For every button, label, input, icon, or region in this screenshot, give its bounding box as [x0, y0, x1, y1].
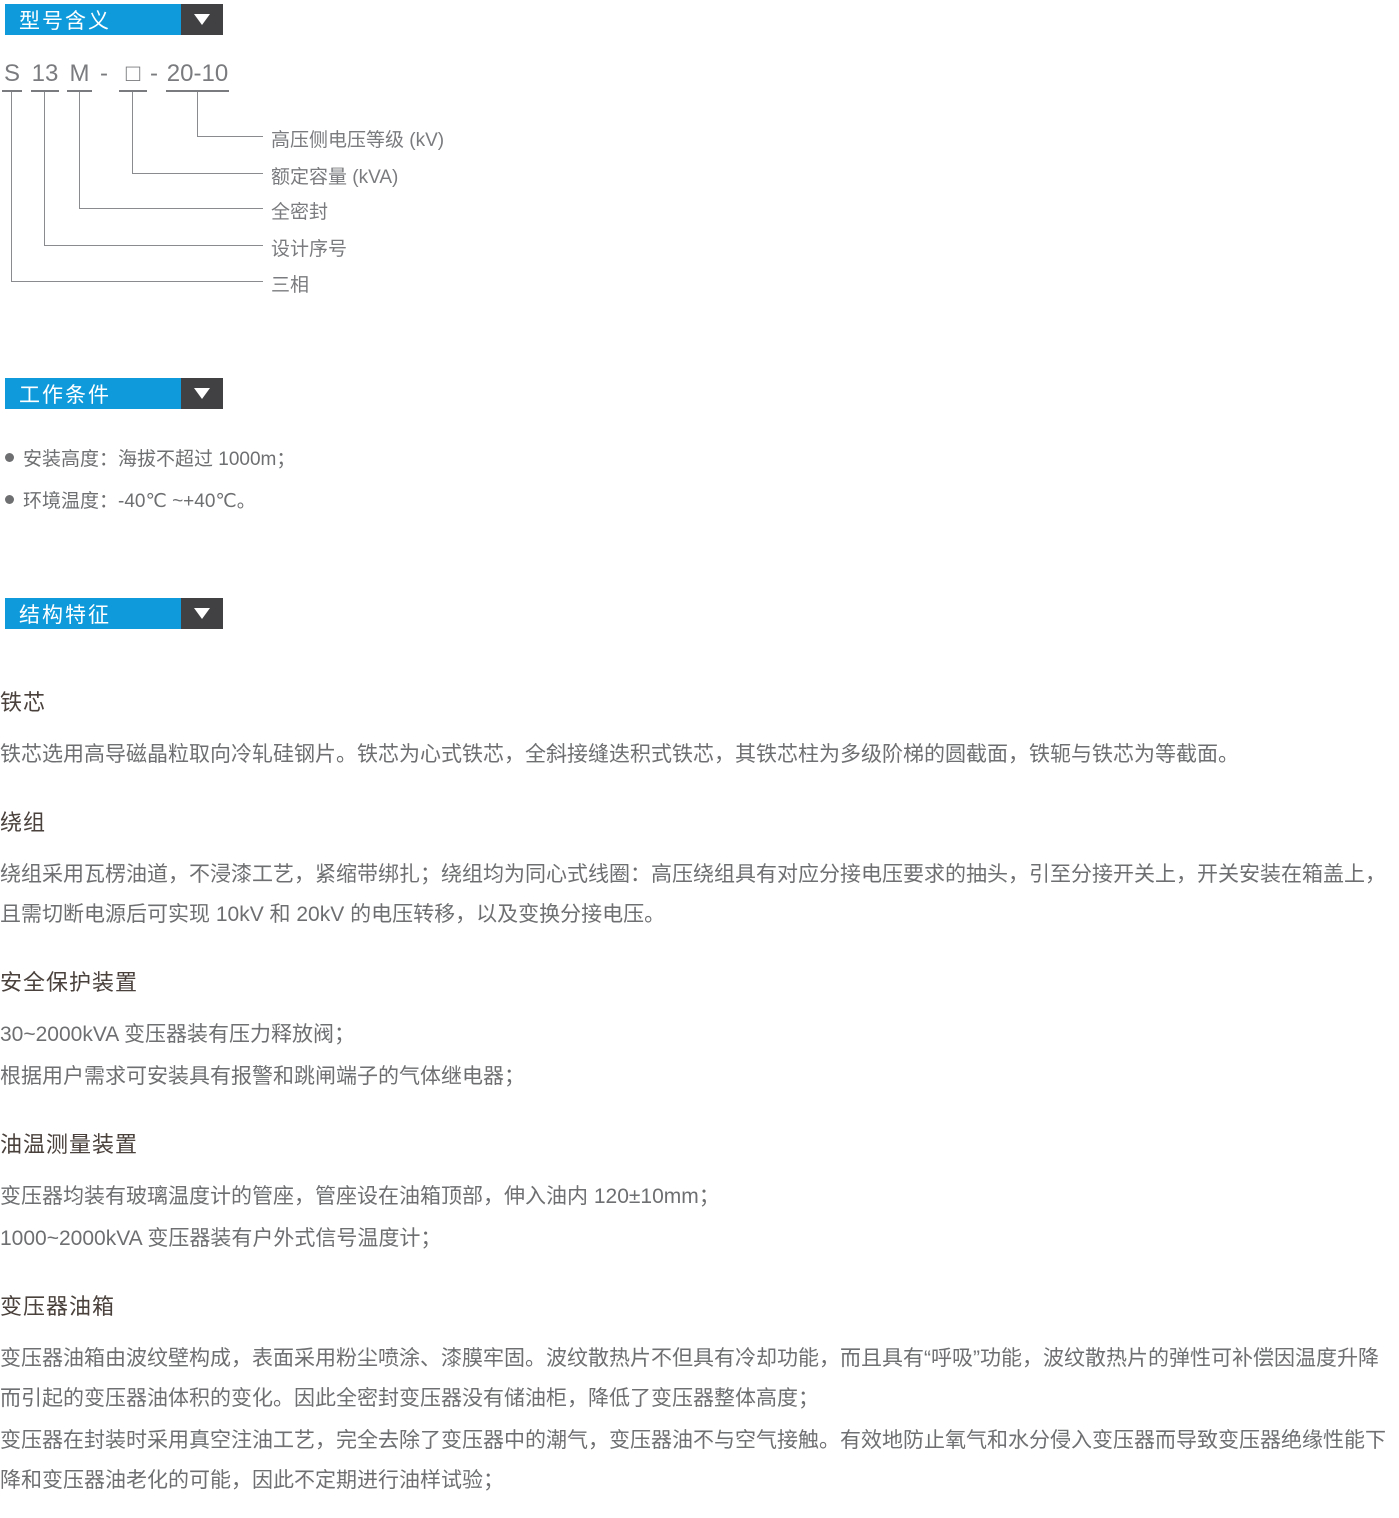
working-conditions-list: 安装高度：海拔不超过 1000m； 环境温度：-40℃ ~+40℃。 — [5, 436, 905, 520]
bullet-text-ambient-temperature: 环境温度：-40℃ ~+40℃。 — [23, 490, 256, 512]
model-segment-dash: - — [150, 60, 158, 87]
bullet-text-install-altitude: 安装高度：海拔不超过 1000m； — [23, 448, 296, 470]
connector-line — [11, 281, 263, 282]
section-header-working-conditions: 工作条件 — [5, 378, 223, 409]
model-segment-sealed: M — [67, 60, 92, 92]
model-segment-capacity: □ — [119, 60, 147, 92]
legend-label-hv-voltage: 高压侧电压等级 (kV) — [271, 130, 445, 151]
section-header-structure-features: 结构特征 — [5, 598, 223, 629]
bullet-icon — [5, 494, 14, 504]
connector-line — [79, 92, 80, 209]
chevron-down-icon — [194, 608, 210, 619]
connector-line — [197, 136, 263, 137]
connector-line — [44, 92, 45, 246]
section-title-structure-features: 结构特征 — [5, 598, 181, 629]
feature-heading: 绕组 — [0, 810, 47, 835]
model-segment-voltage: 20-10 — [166, 60, 229, 92]
connector-line — [132, 92, 133, 174]
connector-line — [197, 92, 198, 137]
feature-heading: 铁芯 — [0, 690, 47, 715]
feature-paragraph: 绕组采用瓦楞油道，不浸漆工艺，紧缩带绑扎；绕组均为同心式线圈：高压绕组具有对应分… — [0, 863, 1386, 926]
chevron-down-icon — [194, 14, 210, 25]
feature-paragraph: 变压器在封装时采用真空注油工艺，完全去除了变压器中的潮气，变压器油不与空气接触。… — [0, 1429, 1386, 1492]
connector-line — [132, 173, 263, 174]
section-toggle-button[interactable] — [181, 4, 223, 35]
bullet-icon — [5, 452, 14, 462]
feature-paragraph: 变压器均装有玻璃温度计的管座，管座设在油箱顶部，伸入油内 120±10mm； — [0, 1185, 720, 1208]
section-toggle-button[interactable] — [181, 378, 223, 409]
section-toggle-button[interactable] — [181, 598, 223, 629]
feature-winding: 绕组 绕组采用瓦楞油道，不浸漆工艺，紧缩带绑扎；绕组均为同心式线圈：高压绕组具有… — [0, 811, 1399, 935]
feature-paragraph: 变压器油箱由波纹壁构成，表面采用粉尘喷涂、漆膜牢固。波纹散热片不但具有冷却功能，… — [0, 1347, 1379, 1410]
feature-heading: 油温测量装置 — [0, 1132, 139, 1157]
feature-heading: 变压器油箱 — [0, 1294, 116, 1319]
connector-line — [44, 245, 263, 246]
section-header-model-meaning: 型号含义 — [5, 4, 223, 35]
connector-line — [79, 208, 263, 209]
section-title-model-meaning: 型号含义 — [5, 4, 181, 35]
legend-label-fully-sealed: 全密封 — [271, 202, 329, 223]
model-segment-phase: S — [2, 60, 22, 92]
feature-paragraph: 根据用户需求可安装具有报警和跳闸端子的气体继电器； — [0, 1065, 525, 1088]
feature-heading: 安全保护装置 — [0, 970, 139, 995]
structure-features-content: 铁芯 铁芯选用高导磁晶粒取向冷轧硅钢片。铁芯为心式铁芯，全斜接缝迭积式铁芯，其铁… — [0, 691, 1399, 1518]
model-segment-dash: - — [100, 60, 108, 87]
list-item: 环境温度：-40℃ ~+40℃。 — [5, 478, 905, 520]
section-title-working-conditions: 工作条件 — [5, 378, 181, 409]
model-designation-diagram: S 13 M - □ - 20-10 高压侧电压等级 (kV) 额定容量 (kV… — [0, 0, 700, 320]
feature-oil-tank: 变压器油箱 变压器油箱由波纹壁构成，表面采用粉尘喷涂、漆膜牢固。波纹散热片不但具… — [0, 1295, 1399, 1501]
feature-safety-protection: 安全保护装置 30~2000kVA 变压器装有压力释放阀； 根据用户需求可安装具… — [0, 971, 1399, 1097]
feature-paragraph: 1000~2000kVA 变压器装有户外式信号温度计； — [0, 1227, 442, 1250]
feature-core: 铁芯 铁芯选用高导磁晶粒取向冷轧硅钢片。铁芯为心式铁芯，全斜接缝迭积式铁芯，其铁… — [0, 691, 1399, 775]
connector-line — [11, 92, 12, 282]
legend-label-rated-capacity: 额定容量 (kVA) — [271, 167, 399, 188]
feature-paragraph: 30~2000kVA 变压器装有压力释放阀； — [0, 1023, 355, 1046]
legend-label-three-phase: 三相 — [271, 275, 310, 296]
model-segment-design-no: 13 — [31, 60, 59, 92]
feature-paragraph: 铁芯选用高导磁晶粒取向冷轧硅钢片。铁芯为心式铁芯，全斜接缝迭积式铁芯，其铁芯柱为… — [0, 743, 1239, 766]
chevron-down-icon — [194, 388, 210, 399]
list-item: 安装高度：海拔不超过 1000m； — [5, 436, 905, 478]
legend-label-design-serial: 设计序号 — [271, 239, 348, 260]
feature-oil-temperature-measurement: 油温测量装置 变压器均装有玻璃温度计的管座，管座设在油箱顶部，伸入油内 120±… — [0, 1133, 1399, 1259]
